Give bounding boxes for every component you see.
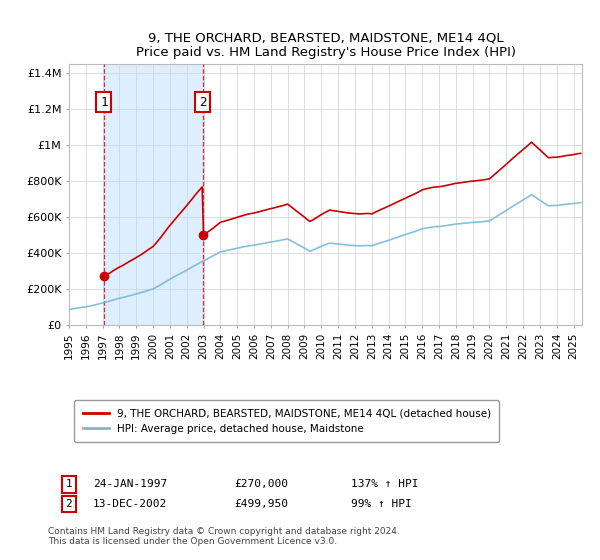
Text: 2: 2 bbox=[65, 499, 73, 509]
Text: 1: 1 bbox=[65, 479, 73, 489]
Text: Contains HM Land Registry data © Crown copyright and database right 2024.
This d: Contains HM Land Registry data © Crown c… bbox=[48, 526, 400, 546]
Text: 2: 2 bbox=[199, 96, 206, 109]
Text: 13-DEC-2002: 13-DEC-2002 bbox=[93, 499, 167, 509]
Text: £499,950: £499,950 bbox=[234, 499, 288, 509]
Text: 24-JAN-1997: 24-JAN-1997 bbox=[93, 479, 167, 489]
Bar bbox=[104, 64, 203, 325]
Text: £270,000: £270,000 bbox=[234, 479, 288, 489]
Legend: 9, THE ORCHARD, BEARSTED, MAIDSTONE, ME14 4QL (detached house), HPI: Average pri: 9, THE ORCHARD, BEARSTED, MAIDSTONE, ME1… bbox=[74, 400, 499, 442]
Title: 9, THE ORCHARD, BEARSTED, MAIDSTONE, ME14 4QL
Price paid vs. HM Land Registry's : 9, THE ORCHARD, BEARSTED, MAIDSTONE, ME1… bbox=[136, 31, 515, 59]
Text: 137% ↑ HPI: 137% ↑ HPI bbox=[351, 479, 419, 489]
Text: 1: 1 bbox=[100, 96, 107, 109]
Text: 99% ↑ HPI: 99% ↑ HPI bbox=[351, 499, 412, 509]
